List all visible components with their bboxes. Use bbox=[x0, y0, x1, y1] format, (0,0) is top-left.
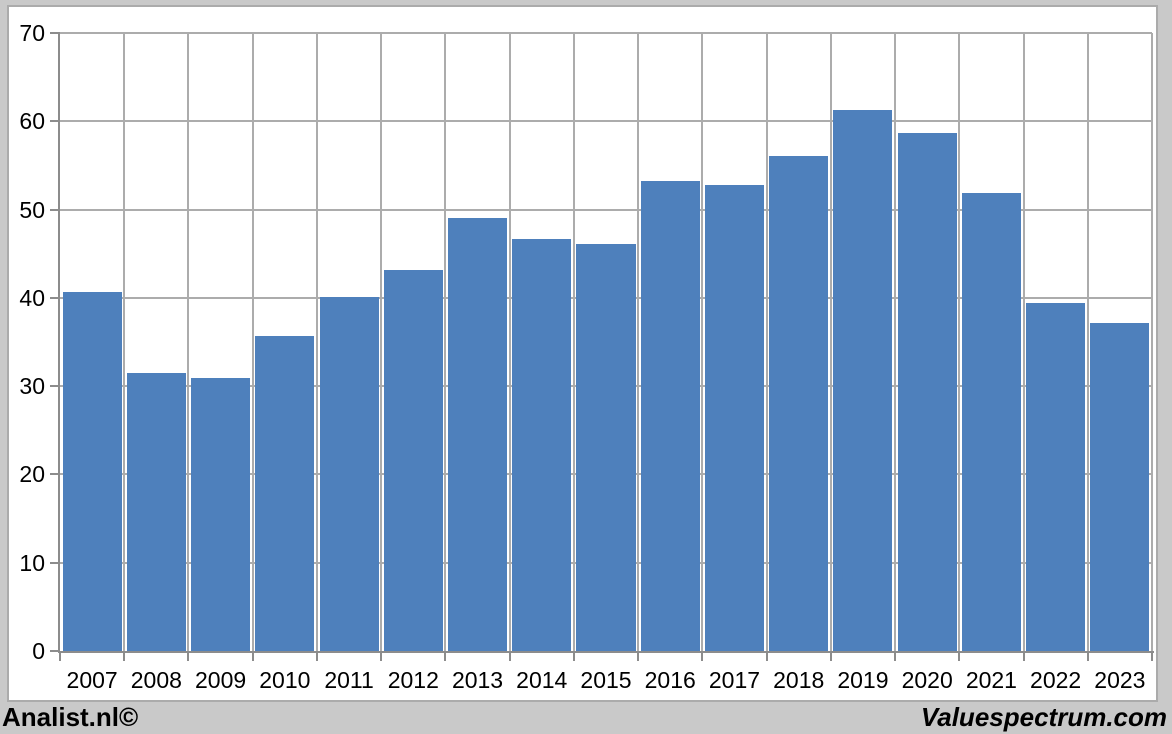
bar bbox=[704, 184, 764, 651]
x-tick bbox=[187, 653, 190, 661]
x-tick-label: 2015 bbox=[580, 667, 632, 693]
y-tick bbox=[50, 385, 58, 388]
y-tick-label: 30 bbox=[19, 373, 45, 400]
x-tick bbox=[572, 653, 575, 661]
x-axis-line bbox=[58, 651, 1154, 653]
v-gridline bbox=[765, 33, 768, 651]
y-tick-label: 70 bbox=[19, 20, 45, 46]
v-gridline bbox=[251, 33, 254, 651]
bar bbox=[126, 372, 186, 651]
v-gridline bbox=[1022, 33, 1025, 651]
x-tick bbox=[637, 653, 640, 661]
x-tick-label: 2010 bbox=[259, 667, 311, 693]
v-gridline bbox=[829, 33, 832, 651]
x-tick-label: 2016 bbox=[644, 667, 696, 693]
v-gridline bbox=[637, 33, 640, 651]
bar bbox=[1090, 323, 1150, 651]
bar bbox=[897, 132, 957, 651]
h-gridline bbox=[60, 32, 1152, 34]
y-tick bbox=[50, 208, 58, 211]
x-tick bbox=[958, 653, 961, 661]
y-tick-label: 10 bbox=[19, 549, 45, 576]
v-gridline bbox=[894, 33, 897, 651]
bar bbox=[961, 192, 1021, 651]
x-tick bbox=[59, 653, 61, 661]
x-tick-label: 2023 bbox=[1094, 667, 1146, 693]
v-gridline bbox=[1151, 33, 1153, 651]
v-gridline bbox=[315, 33, 318, 651]
v-gridline bbox=[572, 33, 575, 651]
x-tick bbox=[1022, 653, 1025, 661]
plot-area: 0 10 20 30 40 50 60 70 2007 2008 2009 2010 2011 2012 2… bbox=[19, 20, 1154, 693]
y-tick-label: 60 bbox=[19, 108, 45, 135]
bar bbox=[833, 109, 893, 651]
x-tick-label: 2012 bbox=[387, 667, 439, 693]
valuespectrum-brand-label: Valuespectrum.com bbox=[920, 702, 1167, 732]
x-tick-label: 2020 bbox=[901, 667, 953, 693]
v-gridline bbox=[958, 33, 961, 651]
x-tick bbox=[1086, 653, 1089, 661]
x-tick bbox=[829, 653, 832, 661]
x-tick bbox=[123, 653, 126, 661]
y-tick-label: 40 bbox=[19, 284, 45, 311]
x-tick-label: 2017 bbox=[708, 667, 761, 693]
x-tick bbox=[765, 653, 768, 661]
y-tick bbox=[50, 296, 58, 299]
chart-panel: 0 10 20 30 40 50 60 70 2007 2008 2009 2010 2011 2012 2… bbox=[7, 5, 1158, 702]
y-tick bbox=[50, 650, 58, 652]
x-tick-label: 2008 bbox=[130, 667, 182, 693]
y-axis-line bbox=[58, 32, 60, 653]
x-tick bbox=[315, 653, 318, 661]
bar bbox=[769, 155, 829, 651]
v-gridline bbox=[444, 33, 447, 651]
bar bbox=[576, 244, 636, 651]
x-tick-label: 2014 bbox=[516, 667, 568, 693]
x-tick bbox=[251, 653, 254, 661]
x-tick-label: 2009 bbox=[195, 667, 247, 693]
bar bbox=[62, 291, 122, 651]
v-gridline bbox=[508, 33, 511, 651]
x-tick-label: 2022 bbox=[1030, 667, 1082, 693]
bar bbox=[1026, 303, 1086, 651]
bar bbox=[448, 217, 508, 651]
y-tick bbox=[50, 120, 58, 123]
v-gridline bbox=[380, 33, 383, 651]
x-tick bbox=[380, 653, 383, 661]
y-tick-label: 0 bbox=[32, 638, 45, 664]
x-tick-label: 2007 bbox=[66, 667, 118, 693]
y-tick bbox=[50, 473, 58, 476]
y-tick-label: 20 bbox=[19, 461, 45, 488]
footer-bar: Analist.nl© Valuespectrum.com bbox=[0, 702, 1172, 734]
x-tick-label: 2013 bbox=[451, 667, 504, 693]
bar bbox=[191, 378, 251, 651]
h-gridline bbox=[60, 208, 1152, 211]
bar bbox=[255, 335, 315, 651]
v-gridline bbox=[1086, 33, 1089, 651]
v-gridline bbox=[187, 33, 190, 651]
x-tick-label: 2021 bbox=[965, 667, 1017, 693]
v-gridline bbox=[701, 33, 704, 651]
bar bbox=[512, 238, 572, 651]
x-tick bbox=[701, 653, 704, 661]
x-tick-label: 2019 bbox=[837, 667, 889, 693]
h-gridline bbox=[60, 120, 1152, 123]
y-tick bbox=[50, 32, 58, 34]
bar bbox=[383, 269, 443, 651]
bar bbox=[640, 181, 700, 651]
v-gridline bbox=[123, 33, 126, 651]
y-tick bbox=[50, 561, 58, 564]
x-tick bbox=[894, 653, 897, 661]
x-tick bbox=[444, 653, 447, 661]
y-tick-label: 50 bbox=[19, 196, 45, 223]
analist-brand-label: Analist.nl© bbox=[2, 702, 139, 732]
x-tick bbox=[508, 653, 511, 661]
bar bbox=[319, 296, 379, 651]
x-tick bbox=[1151, 653, 1153, 661]
x-tick-label: 2011 bbox=[324, 667, 374, 693]
x-tick-label: 2018 bbox=[773, 667, 825, 693]
